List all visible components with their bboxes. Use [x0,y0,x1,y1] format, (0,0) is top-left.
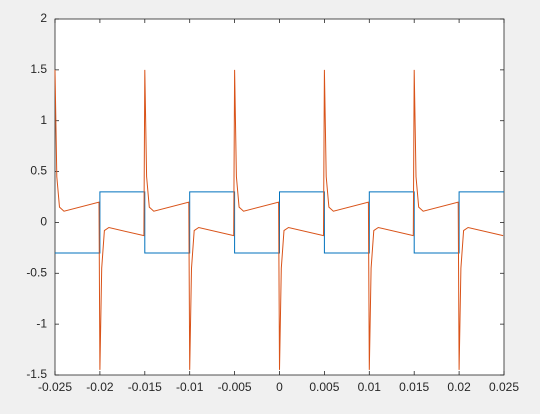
x-tick-label: 0.015 [399,380,429,394]
y-tick-label: 1 [40,113,47,127]
x-tick-label: 0.01 [358,380,382,394]
x-tick-label: 0.025 [489,380,519,394]
y-tick-label: -1 [36,316,47,330]
y-tick-label: 0.5 [30,164,47,178]
y-tick-label: 2 [40,11,47,25]
x-tick-label: -0.015 [128,380,162,394]
y-tick-label: -0.5 [26,265,47,279]
x-tick-label: -0.01 [176,380,204,394]
x-tick-label: 0.005 [309,380,339,394]
x-tick-label: -0.02 [86,380,114,394]
y-tick-label: 0 [40,215,47,229]
x-tick-label: -0.005 [218,380,252,394]
y-tick-label: 1.5 [30,62,47,76]
x-tick-label: 0 [276,380,283,394]
data-line [55,191,504,254]
x-tick-label: 0.02 [447,380,471,394]
x-tick-label: -0.025 [38,380,72,394]
data-line [54,69,504,370]
y-tick-label: -1.5 [26,367,47,381]
